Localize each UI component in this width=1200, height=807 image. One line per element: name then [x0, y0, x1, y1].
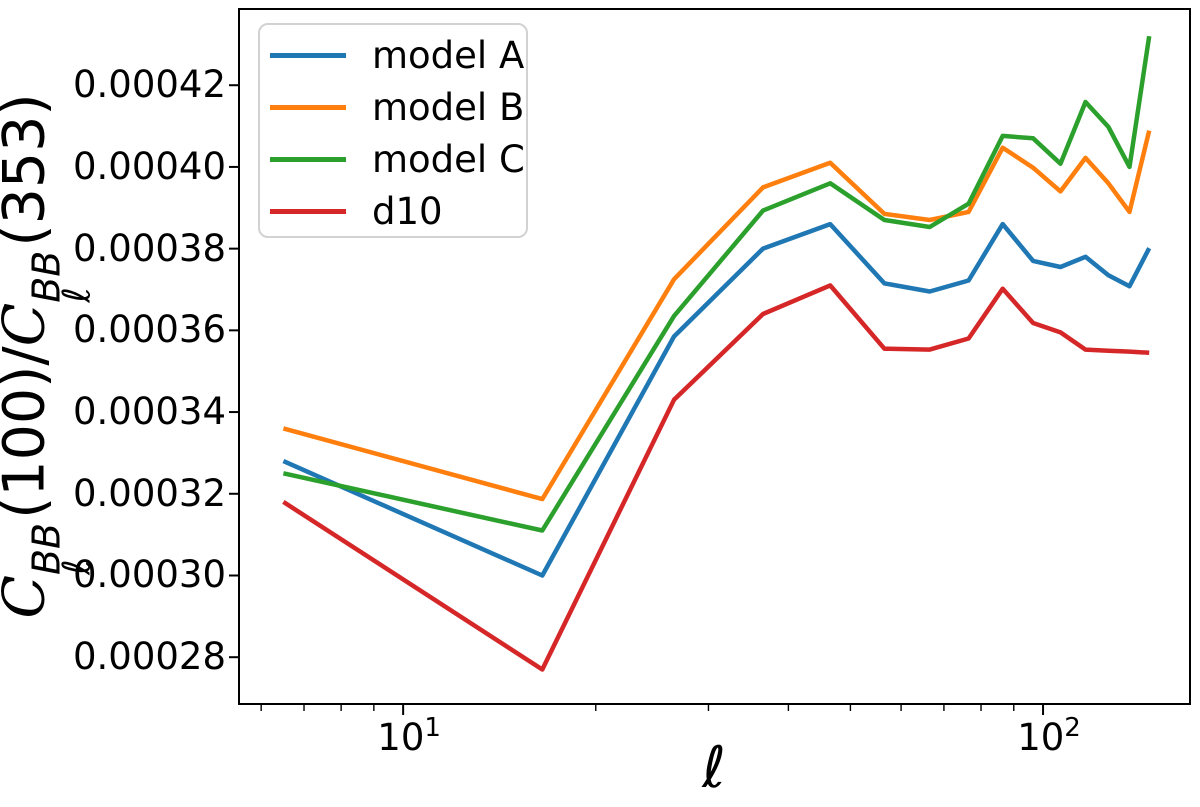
- y-tick-label: 0.00040: [72, 144, 226, 188]
- plot-border: [238, 8, 1191, 705]
- legend-label: model A: [372, 33, 525, 77]
- y-tick-label: 0.00028: [72, 635, 226, 679]
- x-axis-label: ℓ: [702, 735, 726, 801]
- y-tick-label: 0.00030: [72, 553, 226, 597]
- legend-label: model B: [372, 85, 525, 129]
- legend-label: d10: [372, 189, 443, 233]
- legend-swatch-icon: [270, 52, 346, 58]
- series-line-model-A: [282, 221, 1152, 578]
- y-tick-label: 0.00032: [72, 471, 226, 515]
- y-tick-label: 0.00036: [72, 308, 226, 352]
- legend-swatch-icon: [270, 156, 346, 162]
- x-tick-label: 102: [1017, 715, 1081, 756]
- ylabel-sub-2: ℓ: [53, 287, 98, 303]
- y-tick-label: 0.00034: [72, 390, 226, 434]
- x-tick-base: 10: [1017, 716, 1065, 759]
- x-tick-base: 10: [377, 716, 425, 759]
- legend-entry: d10: [270, 185, 526, 237]
- legend: model A model B model C d10: [258, 23, 528, 238]
- series-line-d10: [282, 283, 1150, 672]
- legend-entry: model A: [270, 29, 526, 81]
- legend-swatch-icon: [270, 104, 346, 110]
- y-tick-label: 0.00042: [72, 63, 226, 107]
- legend-label: model C: [372, 137, 525, 181]
- legend-entry: model B: [270, 81, 526, 133]
- y-tick-label: 0.00038: [72, 226, 226, 270]
- legend-swatch-icon: [270, 208, 346, 214]
- x-tick-exponent: 2: [1064, 713, 1081, 743]
- legend-entry: model C: [270, 133, 526, 185]
- x-tick-label: 101: [377, 715, 441, 756]
- series-line-model-B: [282, 130, 1152, 502]
- x-tick-exponent: 1: [424, 713, 441, 743]
- series-line-model-C: [282, 35, 1152, 533]
